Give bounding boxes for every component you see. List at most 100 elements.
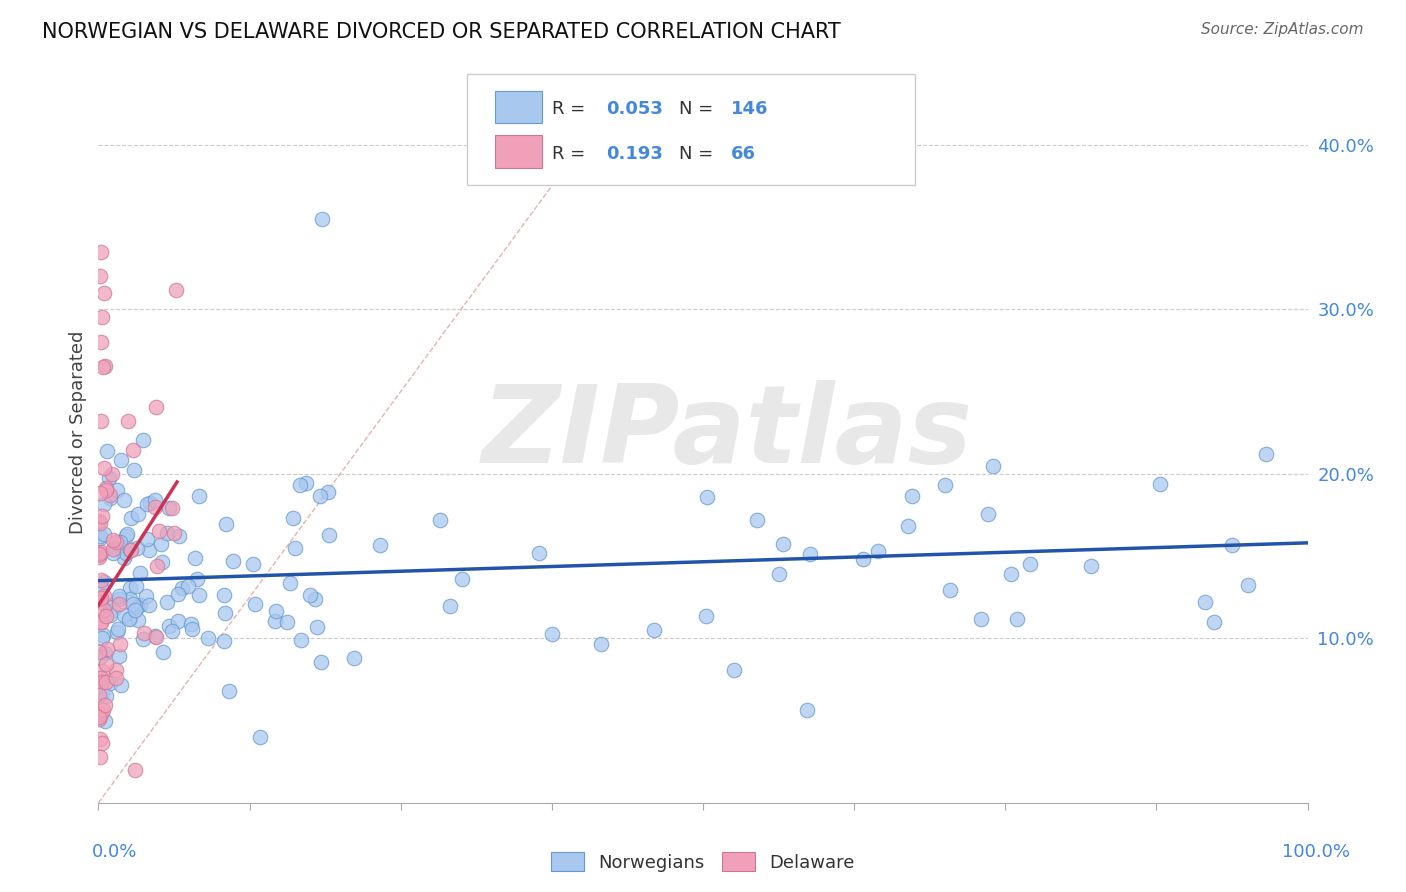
Point — [152, 645, 174, 659]
Point — [163, 526, 186, 541]
Point — [90, 591, 112, 606]
Point — [127, 600, 149, 615]
Point — [87, 645, 110, 659]
Point — [290, 478, 312, 492]
Point — [155, 594, 177, 608]
Point — [89, 548, 111, 562]
Point — [304, 591, 326, 606]
Point — [91, 628, 114, 642]
Point — [299, 588, 322, 602]
Point — [129, 599, 152, 613]
Text: NORWEGIAN VS DELAWARE DIVORCED OR SEPARATED CORRELATION CHART: NORWEGIAN VS DELAWARE DIVORCED OR SEPARA… — [42, 22, 841, 42]
Point — [91, 508, 114, 523]
Text: 0.193: 0.193 — [606, 145, 664, 162]
Point — [188, 489, 211, 503]
Point — [89, 731, 111, 746]
Point — [90, 706, 112, 721]
Point — [90, 573, 112, 587]
Point — [439, 599, 461, 613]
Text: N =: N = — [679, 100, 718, 118]
Point — [114, 529, 136, 543]
Text: ZIPatlas: ZIPatlas — [482, 380, 973, 485]
Point — [177, 579, 200, 593]
Point — [866, 543, 889, 558]
Point — [89, 595, 111, 609]
Point — [263, 614, 285, 628]
Point — [368, 538, 391, 552]
Point — [91, 736, 114, 750]
Point — [87, 550, 110, 565]
Point — [934, 478, 956, 492]
Point — [796, 703, 818, 717]
Point — [451, 572, 474, 586]
Point — [91, 310, 114, 325]
Point — [1000, 567, 1022, 582]
Point — [90, 581, 112, 595]
Point — [112, 608, 135, 623]
Point — [242, 557, 264, 571]
Point — [281, 510, 304, 524]
Point — [139, 496, 162, 510]
Point — [90, 244, 112, 259]
Point — [96, 609, 118, 624]
Point — [87, 514, 110, 528]
Point — [108, 589, 131, 603]
Point — [138, 543, 160, 558]
Point — [145, 500, 167, 514]
Point — [100, 467, 122, 481]
Point — [529, 546, 551, 560]
Point — [124, 603, 146, 617]
Point — [89, 672, 111, 686]
Point — [1080, 558, 1102, 573]
Point — [91, 702, 114, 716]
Point — [1220, 538, 1243, 552]
Point — [215, 517, 238, 532]
Point — [89, 529, 111, 543]
Point — [101, 546, 124, 560]
Point — [89, 486, 111, 500]
Point — [135, 589, 157, 603]
Point — [127, 507, 149, 521]
Point — [90, 414, 112, 428]
Text: 0.053: 0.053 — [606, 100, 664, 118]
Point — [132, 625, 155, 640]
Text: 0.0%: 0.0% — [91, 843, 136, 861]
Point — [93, 603, 115, 617]
Point — [429, 513, 451, 527]
Point — [264, 604, 287, 618]
Point — [243, 597, 266, 611]
Point — [768, 567, 790, 582]
Point — [184, 551, 207, 566]
Point — [94, 481, 117, 495]
Point — [89, 750, 111, 764]
Point — [172, 581, 194, 595]
Point — [1005, 612, 1028, 626]
Point — [311, 211, 333, 226]
Point — [122, 442, 145, 457]
Point — [108, 597, 131, 611]
Point — [145, 492, 167, 507]
Point — [94, 647, 117, 661]
Point — [104, 663, 127, 677]
Point — [91, 359, 114, 374]
Point — [125, 541, 148, 556]
Point — [772, 537, 794, 551]
Point — [89, 650, 111, 665]
Point — [1018, 557, 1040, 571]
Point — [150, 555, 173, 569]
Point — [89, 709, 111, 723]
Text: N =: N = — [679, 145, 718, 162]
Point — [93, 574, 115, 589]
Point — [156, 526, 179, 541]
Point — [120, 511, 142, 525]
Point — [148, 524, 170, 538]
Point — [121, 597, 143, 611]
Point — [96, 444, 118, 458]
Point — [696, 490, 718, 504]
Point — [318, 528, 340, 542]
Point — [138, 598, 160, 612]
FancyBboxPatch shape — [467, 73, 915, 185]
Point — [98, 676, 121, 690]
Point — [107, 648, 129, 663]
Point — [127, 613, 149, 627]
